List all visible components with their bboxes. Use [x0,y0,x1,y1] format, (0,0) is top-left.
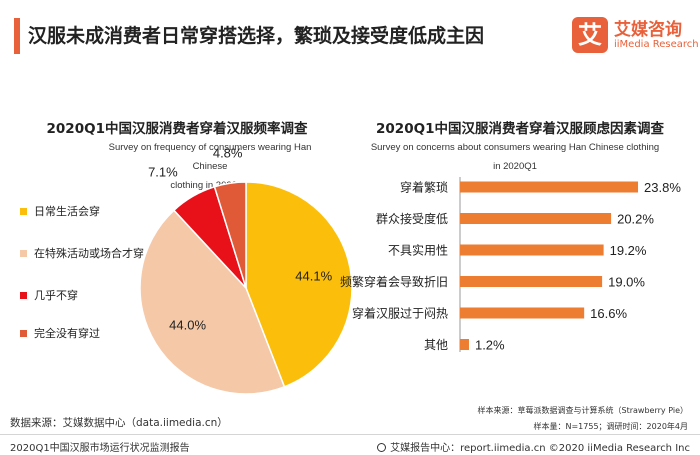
bar-category-label: 群众接受度低 [376,211,448,226]
legend-swatch [20,291,27,299]
legend-item: 日常生活会穿 [20,203,100,219]
bar-subtitle-line1: Survey on concerns about consumers weari… [370,142,660,153]
pie-data-label: 7.1% [148,164,178,179]
bar-data-label: 16.6% [590,306,627,321]
bar-chart-title: 2020Q1中国汉服消费者穿着汉服顾虑因素调查 [376,121,664,137]
bar-rect [460,181,639,193]
pie-slice [139,209,286,395]
legend-item: 几乎不穿 [20,287,78,303]
report-center: 艾媒报告中心：report.iimedia.cn ©2020 iiMedia R… [377,439,690,454]
bar-rect [460,307,585,319]
pie-subtitle-line1: Survey on frequency of consumers wearing… [108,142,312,172]
pie-data-label: 4.8% [213,145,243,160]
logo-mark: 艾 [572,17,608,53]
bar-subtitle-line2: in 2020Q1 [493,161,537,172]
legend-item: 在特殊活动或场合才穿 [20,245,144,261]
bar-rect [460,339,469,350]
pie-data-label: 44.0% [169,318,206,333]
bar-chart-subtitle: Survey on concerns about consumers weari… [345,138,685,176]
legend-label: 几乎不穿 [34,289,78,302]
data-source: 数据来源：艾媒数据中心（data.iimedia.cn） [10,417,228,429]
legend-item: 完全没有穿过 [20,325,100,341]
footer-divider [0,434,700,435]
legend-label: 在特殊活动或场合才穿 [34,247,144,260]
logo-en-text: iiMedia Research [614,39,699,50]
legend-label: 完全没有穿过 [34,327,100,340]
search-icon [377,443,387,452]
pie-subtitle-line2: clothing in 2020Q1 [170,180,250,191]
legend-swatch [20,329,27,337]
page-title: 汉服未成消费者日常穿搭选择，繁琐及接受度低成主因 [28,25,485,47]
bar-data-label: 23.8% [644,180,681,195]
legend-swatch [20,249,27,257]
bar-data-label: 19.0% [608,275,645,290]
bar-category-label: 穿着汉服过于闷热 [352,306,448,321]
bar-category-label: 不具实用性 [388,243,448,258]
bar-data-label: 20.2% [617,212,654,227]
logo-cn-text: 艾媒咨询 [614,20,682,40]
bar-rect [460,244,604,256]
brand-logo: 艾 艾媒咨询 iiMedia Research [572,15,699,57]
sample-source-note: 样本来源：草莓派数据调查与计算系统（Strawberry Pie） [477,406,688,415]
bar-rect [460,276,603,287]
report-name: 2020Q1中国汉服市场运行状况监测报告 [10,443,190,454]
bar-category-label: 频繁穿着会导致折旧 [340,274,448,289]
pie-chart-subtitle: Survey on frequency of consumers wearing… [95,138,325,195]
bar-data-label: 1.2% [475,338,505,353]
pie-data-label: 44.1% [295,268,332,283]
legend-swatch [20,207,27,215]
legend-label: 日常生活会穿 [34,205,100,218]
bar-category-label: 穿着繁琐 [400,180,448,195]
pie-slice [245,181,353,388]
bar-category-label: 其他 [424,338,448,352]
bar-data-label: 19.2% [610,243,647,258]
report-center-text: 艾媒报告中心：report.iimedia.cn ©2020 iiMedia R… [390,443,690,454]
pie-chart-title: 2020Q1中国汉服消费者穿着汉服频率调查 [46,121,308,137]
sample-info-note: 样本量：N=1755；调研时间：2020年4月 [533,422,689,431]
title-accent-bar [14,18,20,54]
pie-slice [213,181,247,289]
bar-rect [460,213,612,224]
